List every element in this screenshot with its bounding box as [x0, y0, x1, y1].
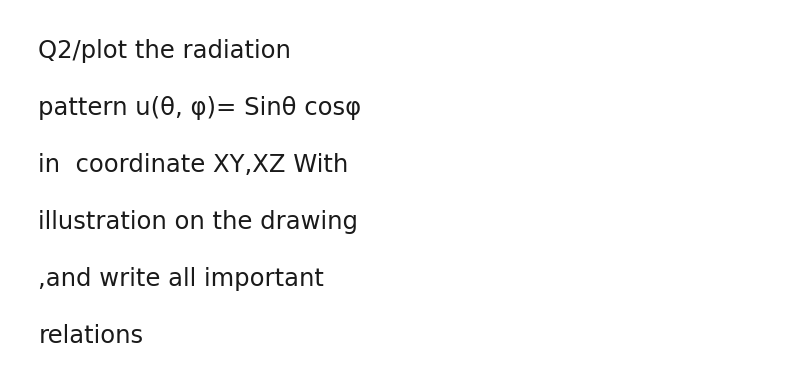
Text: Q2/plot the radiation: Q2/plot the radiation: [38, 39, 291, 63]
Text: ,and write all important: ,and write all important: [38, 267, 324, 291]
Text: relations: relations: [38, 324, 143, 348]
Text: in  coordinate XY,XZ With: in coordinate XY,XZ With: [38, 153, 349, 177]
Text: pattern u(θ, φ)= Sinθ cosφ: pattern u(θ, φ)= Sinθ cosφ: [38, 96, 362, 120]
Text: illustration on the drawing: illustration on the drawing: [38, 210, 358, 234]
